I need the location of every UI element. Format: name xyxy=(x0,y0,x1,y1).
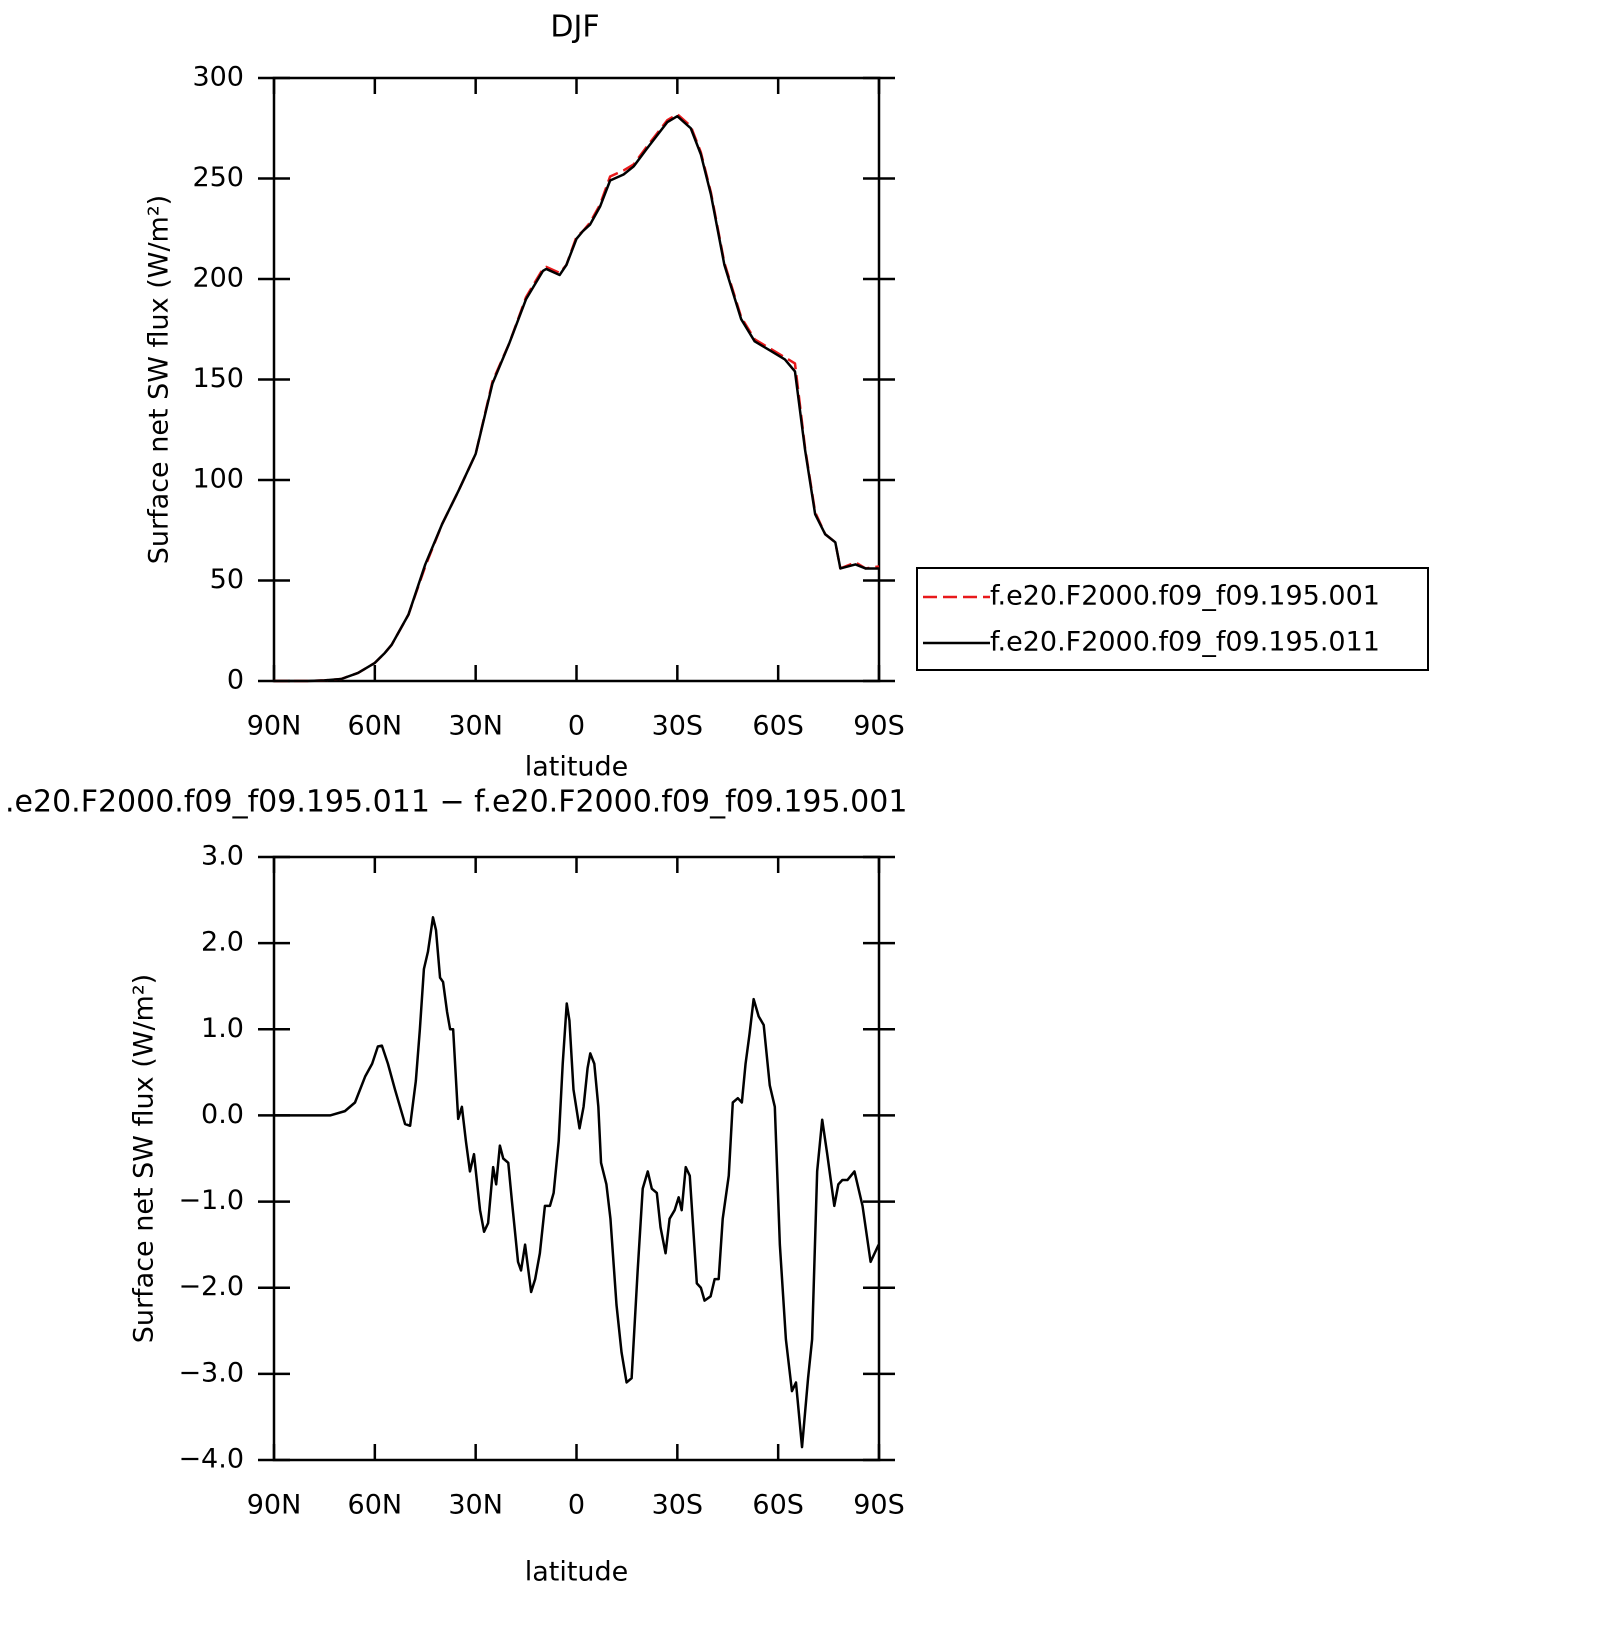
x-axis-label: latitude xyxy=(525,752,629,783)
legend-label: f.e20.F2000.f09_f09.195.011 xyxy=(990,627,1380,658)
x-tick-label: 30N xyxy=(448,711,503,742)
x-tick-label: 90N xyxy=(247,1490,302,1521)
x-tick-label: 30S xyxy=(652,711,704,742)
y-tick-label: 3.0 xyxy=(201,841,244,872)
y-tick-label: 2.0 xyxy=(201,927,244,958)
y-tick-label: 0 xyxy=(227,665,244,696)
data-line xyxy=(274,114,879,683)
x-tick-label: 30N xyxy=(448,1490,503,1521)
data-line xyxy=(274,112,880,683)
y-tick-label: −3.0 xyxy=(178,1357,244,1388)
chart-title: .e20.F2000.f09_f09.195.011 − f.e20.F2000… xyxy=(5,785,907,820)
y-tick-label: −4.0 xyxy=(178,1444,244,1475)
y-axis-label: Surface net SW flux (W/m²) xyxy=(129,974,160,1343)
y-tick-label: 300 xyxy=(192,62,244,93)
y-axis-label: Surface net SW flux (W/m²) xyxy=(144,195,175,564)
plot-frame xyxy=(272,855,881,1462)
y-tick-label: −1.0 xyxy=(178,1185,244,1216)
x-tick-label: 0 xyxy=(568,711,585,742)
y-tick-label: −2.0 xyxy=(178,1271,244,1302)
x-tick-label: 60S xyxy=(752,711,804,742)
x-tick-label: 60S xyxy=(752,1490,804,1521)
legend-label: f.e20.F2000.f09_f09.195.001 xyxy=(990,581,1380,612)
y-tick-label: 150 xyxy=(192,363,244,394)
x-tick-label: 30S xyxy=(652,1490,704,1521)
x-tick-label: 60N xyxy=(348,1490,403,1521)
data-line xyxy=(274,916,880,1449)
y-tick-label: 100 xyxy=(192,464,244,495)
y-tick-label: 0.0 xyxy=(201,1099,244,1130)
x-tick-label: 0 xyxy=(568,1490,585,1521)
legend-box xyxy=(916,567,1429,671)
x-tick-label: 60N xyxy=(348,711,403,742)
x-tick-label: 90N xyxy=(247,711,302,742)
plot-frame xyxy=(272,76,881,683)
x-tick-label: 90S xyxy=(853,1490,905,1521)
y-tick-label: 200 xyxy=(192,263,244,294)
x-tick-label: 90S xyxy=(853,711,905,742)
y-tick-label: 50 xyxy=(210,564,244,595)
y-tick-label: 1.0 xyxy=(201,1013,244,1044)
y-tick-label: 250 xyxy=(192,162,244,193)
chart-title: DJF xyxy=(550,10,599,45)
x-axis-label: latitude xyxy=(525,1557,629,1588)
